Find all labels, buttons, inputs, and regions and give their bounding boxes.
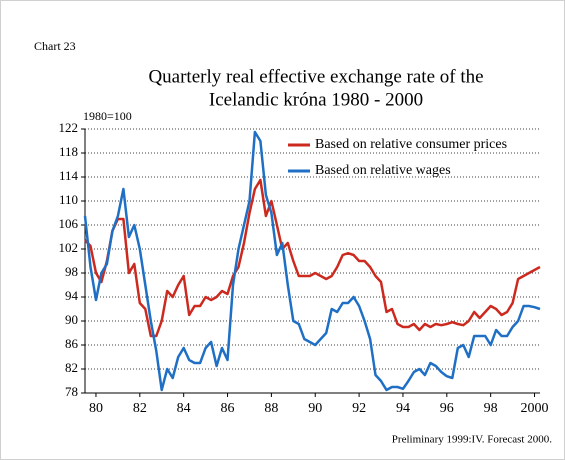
y-tick-label: 98 xyxy=(65,264,78,279)
series-line xyxy=(84,178,541,338)
x-tick-label: 84 xyxy=(177,401,191,416)
y-tick-label: 78 xyxy=(65,384,78,399)
legend-label: Based on relative consumer prices xyxy=(315,137,507,152)
y-tick-label: 110 xyxy=(59,192,78,207)
x-tick-label: 82 xyxy=(133,401,147,416)
y-tick-label: 94 xyxy=(65,288,79,303)
x-tick-label: 88 xyxy=(264,401,278,416)
y-axis-label: 1980=100 xyxy=(83,109,132,123)
chart-title: Icelandic króna 1980 - 2000 xyxy=(209,89,423,110)
x-tick-label: 98 xyxy=(484,401,498,416)
chart-title: Quarterly real effective exchange rate o… xyxy=(148,66,483,87)
x-tick-label: 96 xyxy=(440,401,454,416)
y-tick-label: 122 xyxy=(59,120,79,135)
y-tick-label: 82 xyxy=(65,360,78,375)
y-tick-label: 90 xyxy=(65,312,78,327)
x-tick-label: 94 xyxy=(396,401,410,416)
legend-label: Based on relative wages xyxy=(315,163,451,178)
x-tick-label: 90 xyxy=(308,401,322,416)
footnote: Preliminary 1999:IV. Forecast 2000. xyxy=(392,434,552,446)
x-tick-label: 92 xyxy=(352,401,366,416)
y-tick-label: 102 xyxy=(59,240,79,255)
x-tick-label: 2000 xyxy=(521,401,549,416)
y-tick-label: 114 xyxy=(59,168,79,183)
chart-label: Chart 23 xyxy=(34,39,76,53)
x-tick-label: 80 xyxy=(89,401,103,416)
series-line xyxy=(83,130,541,392)
y-tick-label: 106 xyxy=(59,216,79,231)
x-tick-label: 86 xyxy=(221,401,235,416)
y-tick-label: 118 xyxy=(59,144,78,159)
y-tick-label: 86 xyxy=(65,336,79,351)
